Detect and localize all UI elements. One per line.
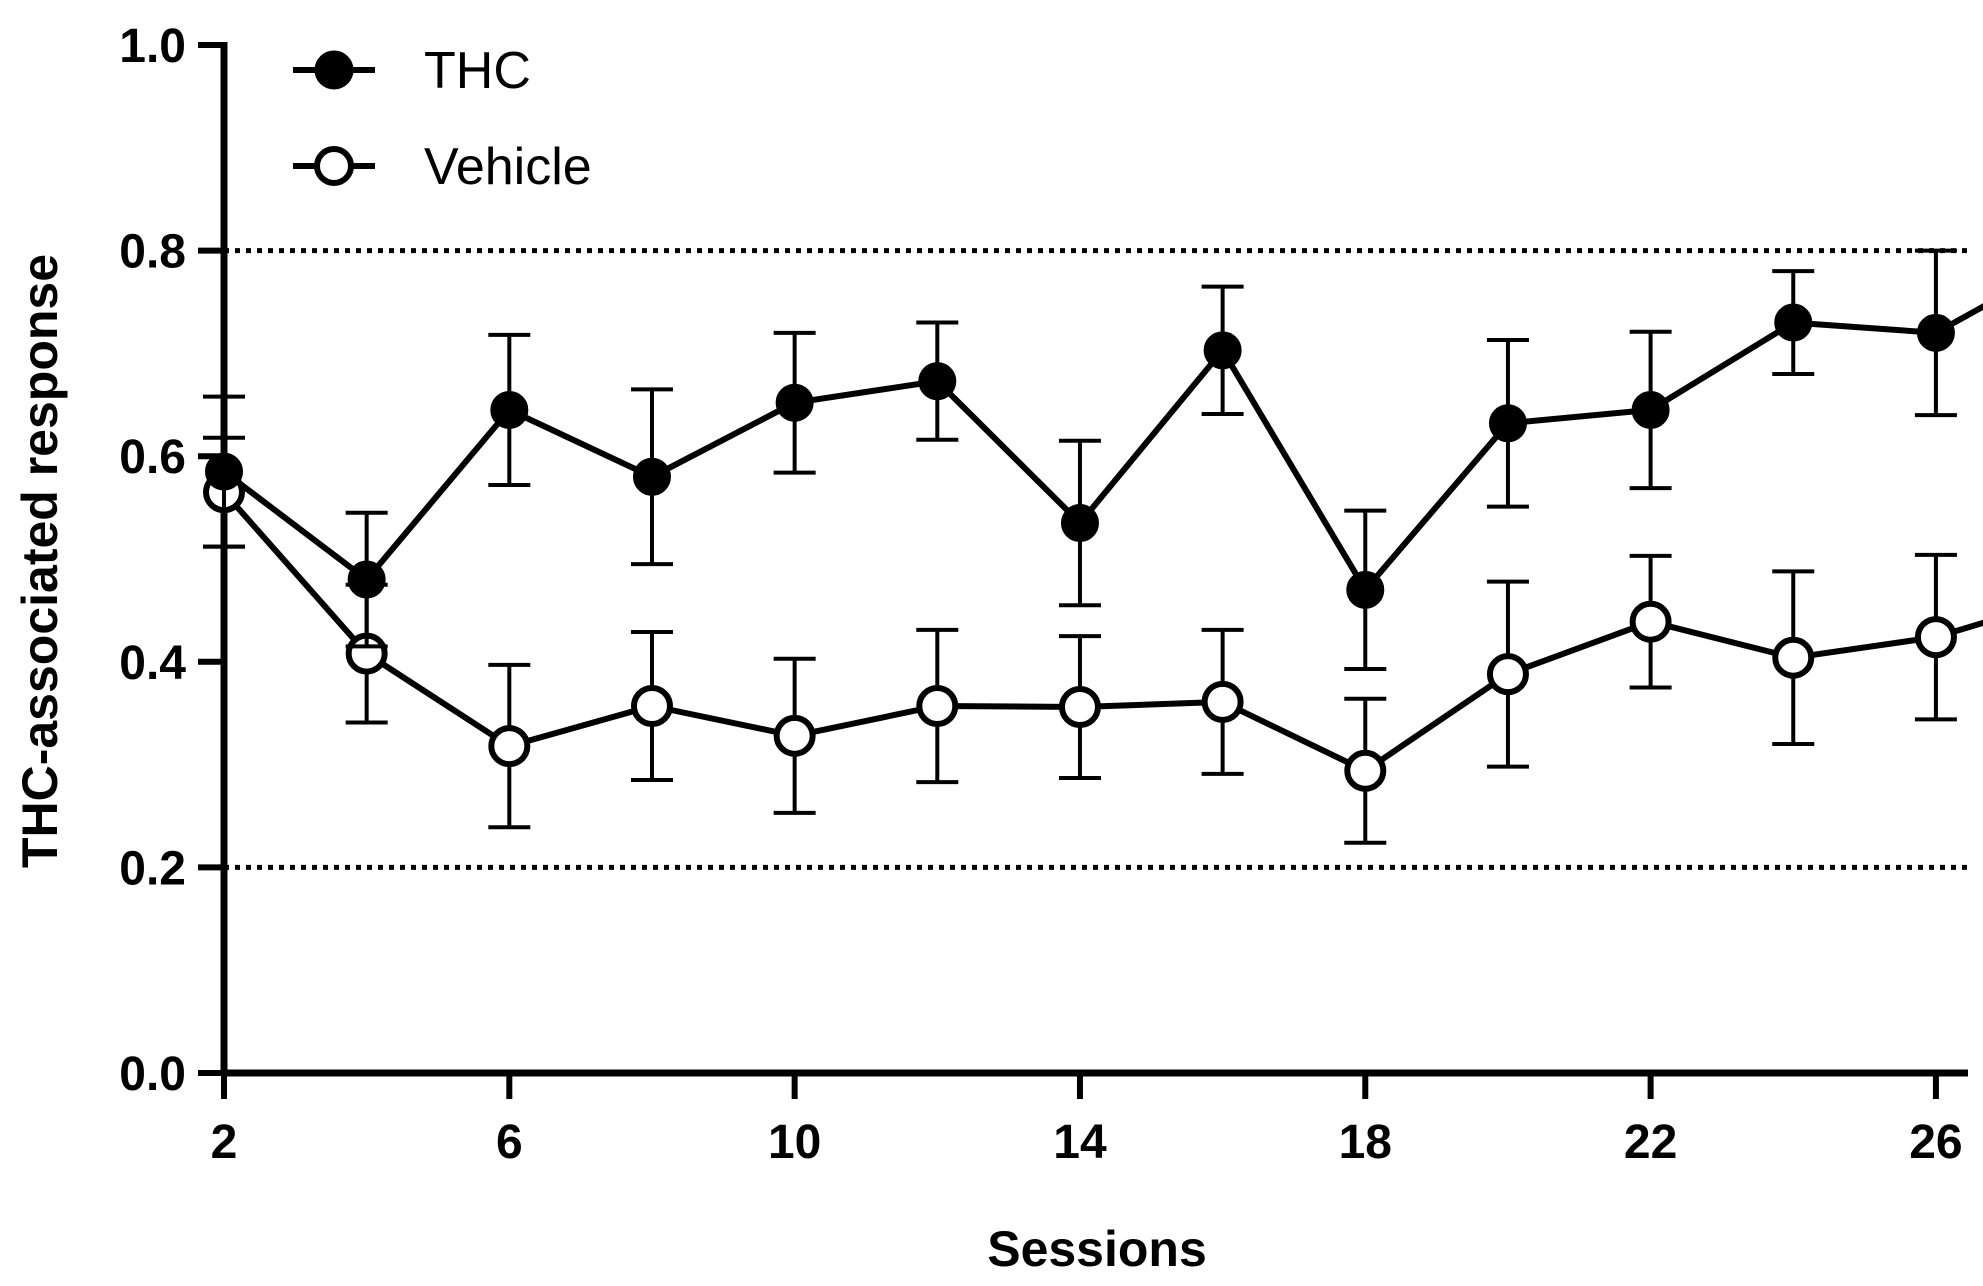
vehicle-point: [1344, 749, 1387, 792]
thc-point: [1916, 313, 1955, 352]
x-tick-label: 18: [1339, 1116, 1392, 1169]
y-tick-label: 0.2: [119, 842, 186, 895]
vehicle-point: [773, 714, 816, 757]
x-tick-label: 14: [1053, 1116, 1107, 1169]
y-tick-label: 0.6: [119, 431, 186, 484]
vehicle-point: [1772, 636, 1815, 679]
legend-vehicle-marker: [314, 146, 354, 186]
thc-line: [222, 303, 1983, 593]
x-tick-label: 26: [1909, 1116, 1962, 1169]
axes: [220, 42, 1968, 1077]
thc-point: [1346, 570, 1385, 609]
thc-point: [775, 383, 814, 422]
vehicle-line: [221, 490, 1983, 774]
y-tick-label: 1.0: [119, 20, 186, 73]
series-thc: [203, 248, 1983, 671]
legend: THC Vehicle: [293, 42, 592, 196]
y-axis-title: THC-associated response: [12, 254, 68, 868]
thc-point: [632, 457, 671, 496]
reference-lines: [224, 248, 1968, 870]
x-tick-label: 2: [211, 1116, 238, 1169]
vehicle-point: [630, 685, 673, 728]
x-ticks: 2610141822263034384246: [211, 1073, 1963, 1169]
legend-vehicle-label: Vehicle: [424, 138, 592, 196]
thc-point: [1488, 404, 1527, 443]
x-tick-label: 22: [1624, 1116, 1677, 1169]
legend-thc-marker: [314, 50, 354, 90]
vehicle-point: [1201, 680, 1244, 723]
thc-point: [1774, 303, 1813, 342]
legend-item-vehicle: Vehicle: [293, 138, 592, 196]
thc-point: [1203, 331, 1242, 370]
legend-item-thc: THC: [293, 42, 531, 100]
thc-point: [1631, 390, 1670, 429]
thc-point: [347, 560, 386, 599]
legend-thc-label: THC: [424, 42, 531, 100]
vehicle-point: [1058, 686, 1101, 729]
y-ticks: 0.0 0.2 0.4 0.6 0.8 1.0: [119, 20, 224, 1101]
vehicle-point: [488, 725, 531, 768]
thc-point: [205, 452, 243, 491]
vehicle-point: [1914, 616, 1957, 659]
vehicle-point: [1629, 600, 1672, 643]
y-tick-label: 0.8: [119, 226, 186, 279]
y-tick-label: 0.0: [119, 1048, 186, 1101]
thc-point: [490, 390, 529, 429]
vehicle-point: [1486, 653, 1529, 696]
x-axis-title: Sessions: [987, 1221, 1207, 1277]
vehicle-point: [916, 685, 959, 728]
thc-point: [918, 362, 957, 401]
x-tick-label: 10: [768, 1116, 821, 1169]
thc-point: [1060, 504, 1099, 543]
x-tick-label: 6: [496, 1116, 523, 1169]
series: [203, 248, 1983, 845]
y-tick-label: 0.4: [119, 637, 186, 690]
